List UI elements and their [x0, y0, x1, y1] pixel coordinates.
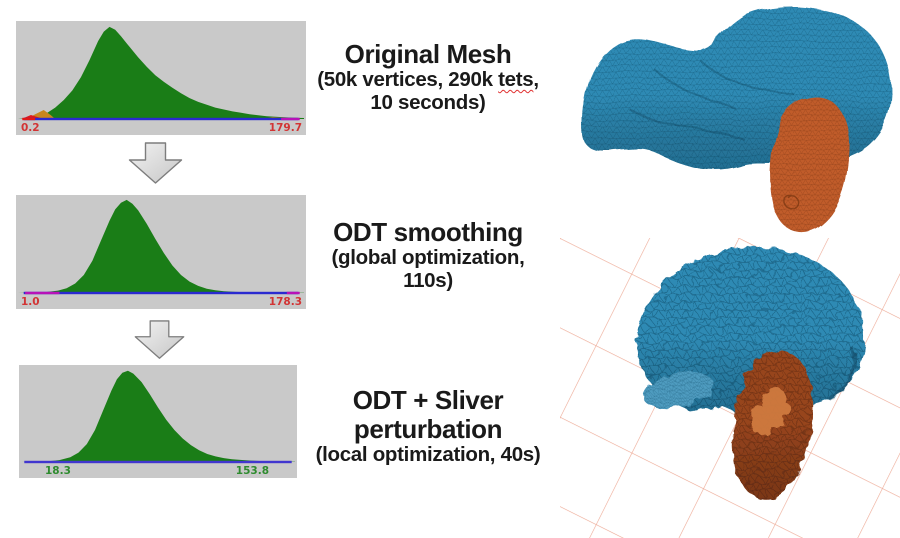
hist-max-label: 178.3: [268, 296, 302, 308]
step-title-line2: perturbation: [353, 414, 503, 445]
step-title: Original Mesh: [344, 39, 512, 69]
hist-min-label: 0.2: [21, 122, 40, 134]
step-caption-sliver: ODT + Sliver perturbation (local optimiz…: [292, 385, 564, 467]
histogram-chart-sliver: [21, 370, 295, 464]
inner-organ-mesh-orange: [770, 97, 850, 233]
step-subtitle: (50k vertices, 290k tets,: [317, 68, 539, 92]
down-arrow-icon: [128, 142, 183, 184]
brain-outer-mesh-blue: [637, 247, 865, 416]
quality-histogram-panel-original: 0.2 179.7: [16, 21, 306, 135]
original-mesh-render: [582, 5, 892, 233]
optimized-mesh-render: [560, 238, 900, 538]
hist-min-label: 1.0: [21, 296, 40, 308]
down-arrow-icon: [134, 320, 185, 359]
step-subtitle-line2: 110s): [403, 269, 453, 293]
histogram-chart-original: [18, 26, 304, 121]
step-title: ODT smoothing: [333, 217, 523, 247]
step-subtitle: (local optimization, 40s): [315, 443, 541, 467]
hist-max-label: 153.8: [235, 465, 269, 477]
step-caption-odt: ODT smoothing (global optimization, 110s…: [292, 217, 564, 293]
brain-fold-fine-mesh: [642, 371, 714, 409]
step-title: ODT + Sliver: [352, 385, 504, 415]
hist-min-label: 18.3: [45, 465, 71, 477]
histogram-chart-odt: [18, 199, 304, 295]
misspelled-word: tets: [498, 68, 534, 92]
exposed-inner-mesh-patch: [750, 388, 790, 436]
step-caption-original: Original Mesh (50k vertices, 290k tets, …: [292, 39, 564, 115]
hist-max-label: 179.7: [268, 122, 302, 134]
quality-histogram-panel-sliver: 18.3 153.8: [19, 365, 297, 478]
inner-organ-mesh-brown: [732, 351, 813, 499]
step-subtitle: (global optimization,: [331, 246, 525, 270]
quality-histogram-panel-odt: 1.0 178.3: [16, 195, 306, 309]
step-subtitle-line2: 10 seconds): [370, 91, 486, 115]
